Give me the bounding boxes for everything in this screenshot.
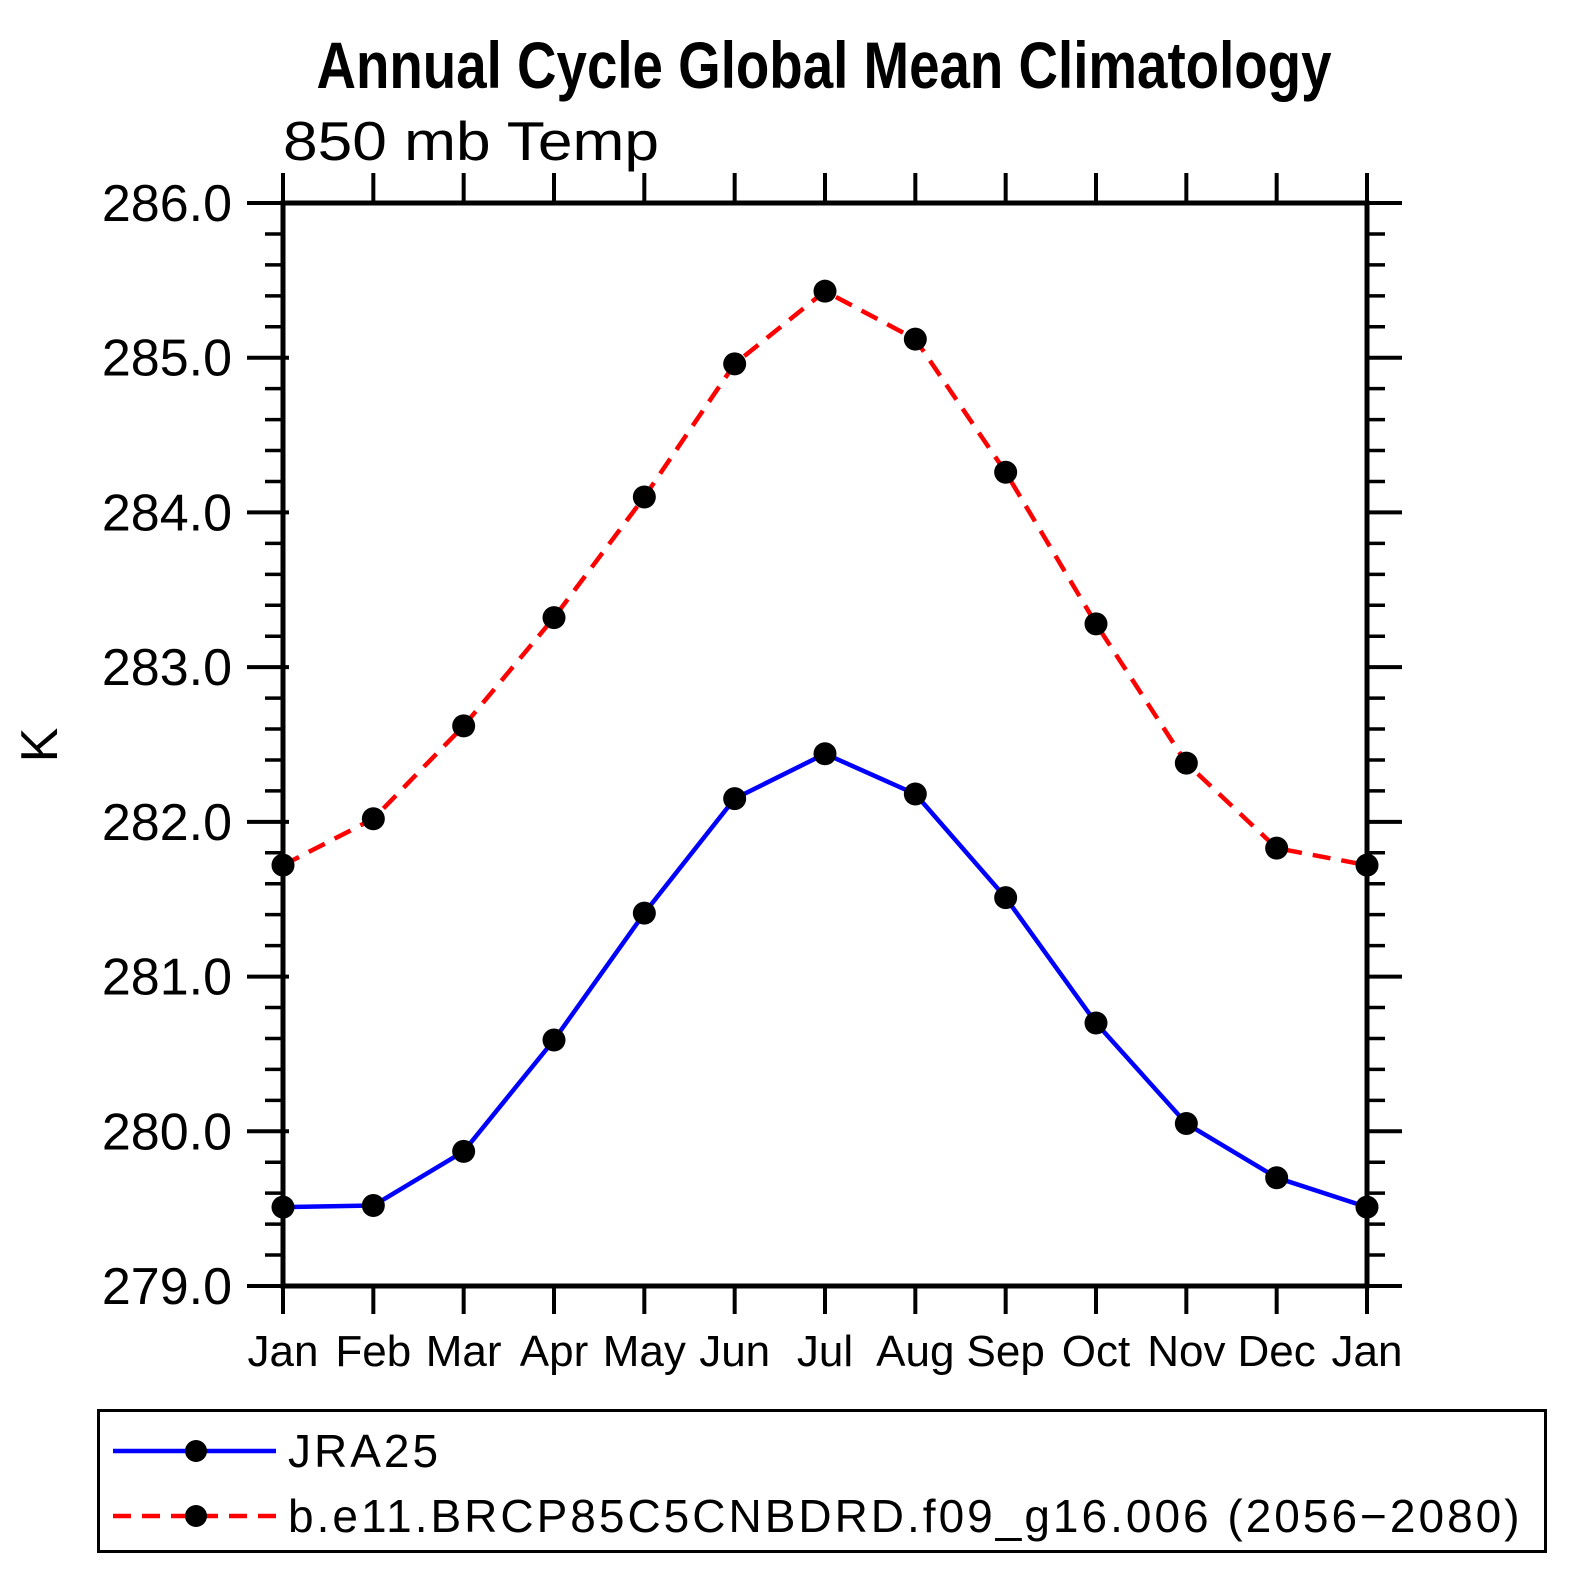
- data-point: [542, 606, 566, 630]
- x-tick-label: Jun: [699, 1327, 770, 1376]
- legend-box: JRA25 b.e11.BRCP85C5CNBDRD.f09_g16.006 (…: [97, 1409, 1547, 1553]
- data-point: [1174, 1112, 1198, 1136]
- data-point: [1174, 751, 1198, 775]
- legend-label: b.e11.BRCP85C5CNBDRD.f09_g16.006 (2056−2…: [288, 1490, 1523, 1542]
- series-line-0: [282, 751, 1368, 1210]
- x-tick-label: Apr: [520, 1327, 588, 1376]
- y-tick-label: 280.0: [102, 1103, 232, 1161]
- data-point: [723, 352, 747, 376]
- y-tick-label: 285.0: [102, 330, 232, 388]
- data-point: [1355, 853, 1379, 877]
- y-tick-label: 282.0: [102, 794, 232, 852]
- data-point: [1265, 836, 1289, 860]
- data-point: [903, 327, 927, 351]
- legend-line-sample-dashed: [113, 1505, 276, 1527]
- x-tick-label: Jan: [248, 1327, 319, 1376]
- data-point: [361, 807, 385, 831]
- y-tick-label: 279.0: [102, 1258, 232, 1316]
- data-point: [542, 1028, 566, 1052]
- data-point: [994, 886, 1018, 910]
- chart-subtitle: 850 mb Temp: [283, 110, 659, 172]
- x-tick-label: Mar: [426, 1327, 502, 1376]
- data-point: [1084, 612, 1108, 636]
- data-point: [813, 279, 837, 303]
- chart-title: Annual Cycle Global Mean Climatology: [317, 28, 1332, 102]
- y-axis-label: K: [11, 727, 69, 762]
- data-point: [632, 901, 656, 925]
- data-point: [452, 1139, 476, 1163]
- data-point: [452, 714, 476, 738]
- data-point: [813, 742, 837, 766]
- legend-marker-icon: [185, 1440, 207, 1462]
- x-tick-label: Dec: [1238, 1327, 1316, 1376]
- x-tick-label: Nov: [1147, 1327, 1225, 1376]
- x-tick-label: Sep: [967, 1327, 1045, 1376]
- data-point: [271, 853, 295, 877]
- data-point: [994, 460, 1018, 484]
- series: [271, 279, 1379, 1219]
- y-tick-label: 284.0: [102, 484, 232, 542]
- data-point: [632, 485, 656, 509]
- legend-item-jra25: JRA25: [110, 1425, 441, 1477]
- data-point: [1084, 1011, 1108, 1035]
- data-point: [1355, 1195, 1379, 1219]
- legend-line-sample-solid: [113, 1440, 276, 1462]
- x-tick-label: Feb: [335, 1327, 411, 1376]
- x-tick-label: Oct: [1062, 1327, 1130, 1376]
- x-tick-label: Jul: [797, 1327, 853, 1376]
- data-point: [271, 1195, 295, 1219]
- x-tick-label: Aug: [876, 1327, 954, 1376]
- x-tick-label: May: [603, 1327, 686, 1376]
- x-tick-label: Jan: [1332, 1327, 1403, 1376]
- y-tick-label: 286.0: [102, 175, 232, 233]
- legend-item-model: b.e11.BRCP85C5CNBDRD.f09_g16.006 (2056−2…: [110, 1490, 1523, 1542]
- y-tick-label: 283.0: [102, 639, 232, 697]
- legend-label: JRA25: [288, 1425, 442, 1477]
- axes: [247, 173, 1402, 1314]
- axis-tick-labels: Jan Feb Mar Apr May Jun Jul Aug Sep Oct Nov Dec Jan 2…: [102, 175, 1403, 1376]
- data-point: [903, 782, 927, 806]
- data-point: [1265, 1166, 1289, 1190]
- data-point: [361, 1194, 385, 1218]
- data-point: [723, 787, 747, 811]
- legend-marker-icon: [185, 1505, 207, 1527]
- y-tick-label: 281.0: [102, 949, 232, 1007]
- series-line-1: [281, 288, 1368, 868]
